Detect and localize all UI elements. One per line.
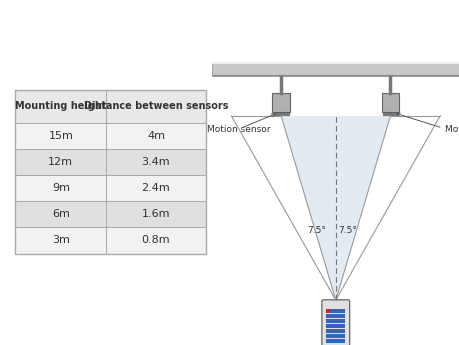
FancyBboxPatch shape	[337, 314, 341, 318]
FancyBboxPatch shape	[341, 334, 345, 338]
FancyBboxPatch shape	[333, 324, 337, 328]
FancyBboxPatch shape	[333, 314, 337, 318]
FancyBboxPatch shape	[330, 324, 333, 328]
FancyBboxPatch shape	[341, 309, 345, 313]
Text: 6m: 6m	[52, 209, 70, 219]
FancyBboxPatch shape	[211, 62, 459, 76]
Text: Distance between sensors: Distance between sensors	[84, 101, 228, 111]
Text: Motion sensor: Motion sensor	[444, 125, 459, 134]
FancyBboxPatch shape	[341, 329, 345, 333]
FancyBboxPatch shape	[333, 339, 337, 343]
FancyBboxPatch shape	[337, 334, 341, 338]
Text: Mounting height: Mounting height	[15, 101, 106, 111]
FancyBboxPatch shape	[333, 309, 337, 313]
FancyBboxPatch shape	[325, 339, 329, 343]
FancyBboxPatch shape	[15, 90, 205, 123]
FancyBboxPatch shape	[330, 334, 333, 338]
Text: 3m: 3m	[52, 236, 70, 245]
FancyBboxPatch shape	[333, 329, 337, 333]
Text: 9m: 9m	[52, 183, 70, 193]
FancyBboxPatch shape	[333, 319, 337, 323]
FancyBboxPatch shape	[15, 149, 205, 175]
FancyBboxPatch shape	[382, 112, 397, 116]
FancyBboxPatch shape	[273, 112, 288, 116]
Polygon shape	[280, 116, 390, 300]
FancyBboxPatch shape	[321, 300, 349, 345]
FancyBboxPatch shape	[325, 329, 329, 333]
FancyBboxPatch shape	[325, 319, 329, 323]
Text: Motion sensor: Motion sensor	[206, 125, 269, 134]
FancyBboxPatch shape	[330, 339, 333, 343]
FancyBboxPatch shape	[330, 314, 333, 318]
Text: 12m: 12m	[48, 157, 73, 167]
FancyBboxPatch shape	[337, 319, 341, 323]
FancyBboxPatch shape	[341, 314, 345, 318]
FancyBboxPatch shape	[341, 339, 345, 343]
Text: 1.6m: 1.6m	[141, 209, 170, 219]
FancyBboxPatch shape	[337, 309, 341, 313]
FancyBboxPatch shape	[325, 309, 329, 313]
FancyBboxPatch shape	[15, 227, 205, 254]
Text: 7.5°: 7.5°	[337, 226, 356, 235]
FancyBboxPatch shape	[325, 314, 329, 318]
FancyBboxPatch shape	[337, 324, 341, 328]
FancyBboxPatch shape	[15, 201, 205, 227]
Text: 3.4m: 3.4m	[141, 157, 170, 167]
FancyBboxPatch shape	[330, 329, 333, 333]
FancyBboxPatch shape	[272, 93, 289, 112]
FancyBboxPatch shape	[325, 334, 329, 338]
Text: 0.8m: 0.8m	[141, 236, 170, 245]
FancyBboxPatch shape	[325, 324, 329, 328]
FancyBboxPatch shape	[15, 175, 205, 201]
FancyBboxPatch shape	[337, 329, 341, 333]
FancyBboxPatch shape	[330, 309, 333, 313]
Text: 2.4m: 2.4m	[141, 183, 170, 193]
FancyBboxPatch shape	[381, 93, 398, 112]
Text: 4m: 4m	[146, 131, 165, 141]
FancyBboxPatch shape	[341, 319, 345, 323]
Text: 7.5°: 7.5°	[306, 226, 325, 235]
FancyBboxPatch shape	[337, 339, 341, 343]
FancyBboxPatch shape	[333, 334, 337, 338]
FancyBboxPatch shape	[330, 319, 333, 323]
Text: 15m: 15m	[48, 131, 73, 141]
FancyBboxPatch shape	[341, 324, 345, 328]
FancyBboxPatch shape	[15, 123, 205, 149]
